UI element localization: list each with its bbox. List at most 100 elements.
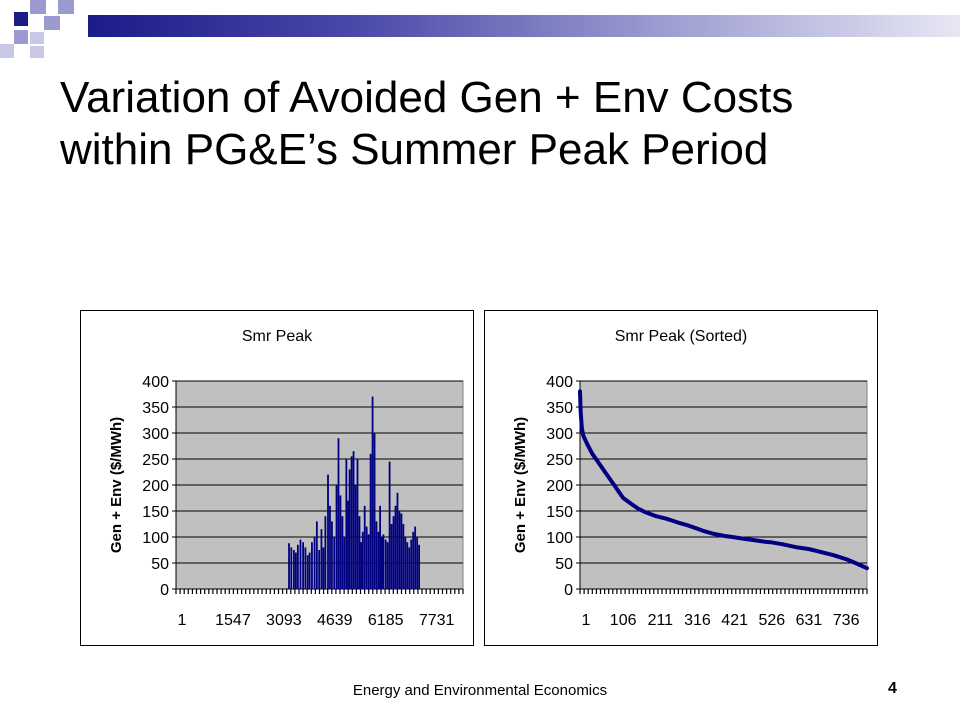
bar (394, 505, 397, 589)
slide-title: Variation of Avoided Gen + Env Costs wit… (60, 72, 920, 176)
bar (347, 500, 349, 589)
bar (380, 537, 383, 589)
bar (377, 531, 380, 589)
y-tick-label: 0 (564, 582, 573, 599)
x-tick-label: 1 (178, 612, 187, 629)
bar (379, 505, 382, 589)
y-tick-label: 350 (546, 400, 573, 417)
decor-square-light-3 (14, 30, 28, 44)
bar (311, 542, 313, 589)
x-tick-label: 106 (610, 612, 637, 629)
bar (341, 516, 344, 589)
bar (320, 529, 323, 589)
decor-square-light-2 (58, 0, 74, 14)
bar (335, 485, 338, 589)
x-tick-label: 736 (833, 612, 860, 629)
y-tick-label: 250 (546, 452, 573, 469)
chart-title: Smr Peak (242, 328, 313, 345)
x-tick-label: 3093 (266, 612, 302, 629)
bar (339, 495, 342, 589)
bar (356, 459, 359, 589)
bar (418, 544, 420, 589)
chart-panel-summer-peak-sorted: Smr Peak (Sorted) 0 50 100 150 200 250 300 350 40… (484, 310, 878, 646)
y-tick-label: 0 (160, 582, 169, 599)
bar (306, 555, 309, 589)
bar (324, 516, 327, 589)
bar (290, 547, 293, 589)
bar (315, 521, 318, 589)
bar (392, 516, 395, 589)
y-tick-label: 400 (546, 374, 573, 391)
slide-title-line-2: within PG&E’s Summer Peak Period (60, 125, 769, 174)
bar (288, 543, 290, 589)
y-axis-label: Gen + Env ($/MWh) (108, 417, 125, 553)
y-tick-label: 50 (151, 556, 169, 573)
bar (416, 537, 419, 589)
bar (388, 461, 391, 589)
decor-square-light-1 (30, 0, 46, 14)
bar (348, 469, 351, 589)
bar (345, 459, 348, 589)
page-number: 4 (888, 680, 897, 697)
bar (365, 526, 368, 589)
bar (299, 539, 302, 589)
decor-square-light-6 (30, 46, 44, 58)
bar (296, 544, 299, 589)
x-tick-label: 1547 (215, 612, 251, 629)
decor-square-dark-2 (30, 32, 44, 44)
decor-square-light-5 (0, 44, 14, 58)
series-line (578, 389, 869, 571)
y-tick-label: 250 (142, 452, 169, 469)
bar (358, 516, 361, 589)
bar (363, 505, 366, 589)
y-tick-label: 300 (546, 426, 573, 443)
bar (408, 547, 411, 589)
y-tick-label: 400 (142, 374, 169, 391)
bar (412, 531, 415, 589)
chart-panel-summer-peak: Smr Peak 0 50 100 150 200 250 300 350 400 1 1547 309… (80, 310, 474, 646)
bar (390, 524, 393, 589)
bar (361, 531, 364, 589)
chart-title: Smr Peak (Sorted) (615, 328, 747, 345)
bar (398, 511, 401, 589)
y-tick-label: 300 (142, 426, 169, 443)
y-tick-label: 50 (555, 556, 573, 573)
bar (354, 485, 357, 589)
bar (313, 537, 316, 589)
x-tick-label: 4639 (317, 612, 353, 629)
x-tick-label: 7731 (419, 612, 455, 629)
bar (384, 539, 387, 589)
bar (329, 505, 331, 589)
x-tick-label: 1 (582, 612, 591, 629)
x-tick-label: 211 (648, 612, 674, 629)
bar (308, 552, 311, 589)
bar (406, 542, 409, 589)
chart-summer-peak-sorted: Smr Peak (Sorted) 0 50 100 150 200 250 300 350 40… (512, 328, 869, 629)
bar (404, 537, 407, 589)
slide-footer: Energy and Environmental Economics (352, 682, 608, 699)
bar (293, 550, 295, 589)
bar (382, 534, 385, 589)
x-tick-label: 421 (721, 612, 748, 629)
bar (350, 456, 353, 589)
y-tick-label: 200 (142, 478, 169, 495)
slide-title-line-1: Variation of Avoided Gen + Env Costs (60, 73, 794, 122)
y-tick-label: 100 (142, 530, 169, 547)
bar (304, 547, 307, 589)
y-tick-label: 150 (546, 504, 573, 521)
y-tick-label: 100 (546, 530, 573, 547)
bar (333, 537, 336, 589)
bar (369, 453, 372, 589)
bar (360, 542, 362, 589)
x-tick-label: 6185 (368, 612, 404, 629)
chart-summer-peak: Smr Peak 0 50 100 150 200 250 300 350 400 1 1547 309… (108, 328, 464, 629)
bar (327, 474, 329, 589)
bar (302, 542, 305, 589)
bar (375, 521, 378, 589)
y-tick-label: 150 (142, 504, 169, 521)
y-tick-label: 350 (142, 400, 169, 417)
y-tick-label: 200 (546, 478, 573, 495)
bar (414, 526, 417, 589)
bar (410, 539, 413, 589)
bar (400, 513, 403, 589)
